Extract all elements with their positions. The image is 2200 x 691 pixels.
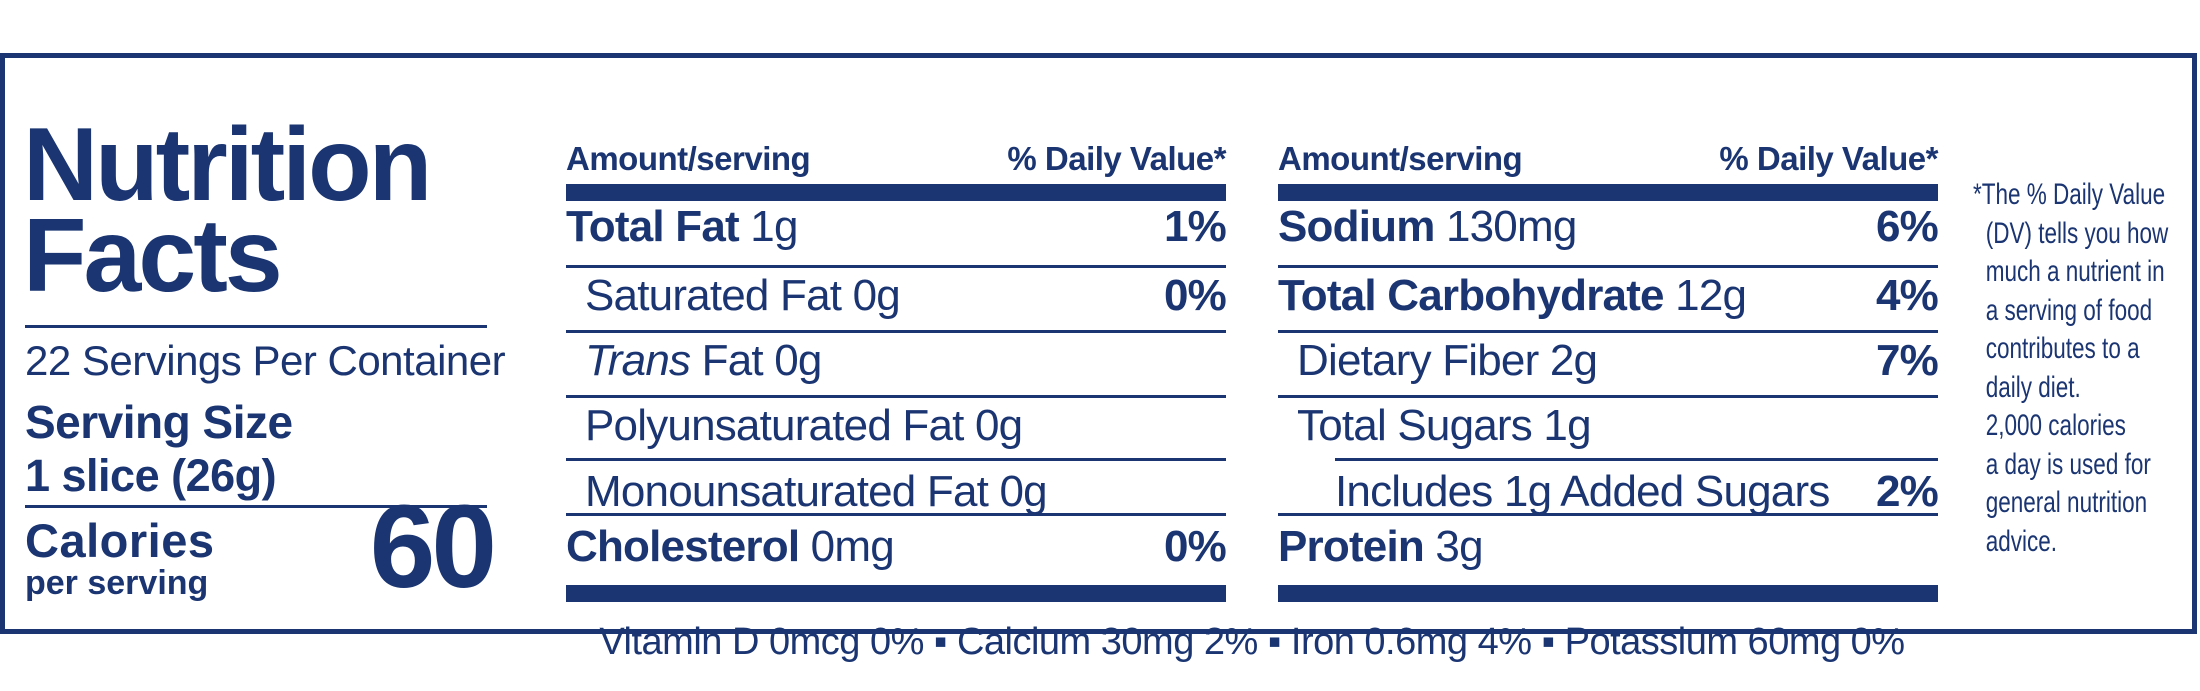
nutrient-name: Total Fat 1g	[566, 202, 798, 251]
nutrient-column-right: Amount/serving % Daily Value* Sodium 130…	[1278, 118, 1939, 691]
divider	[1335, 458, 1938, 461]
label-border-frame: Nutrition Facts 22 Servings Per Containe…	[0, 53, 2197, 663]
nutrient-name: Dietary Fiber 2g	[1297, 336, 1598, 385]
daily-value-header: % Daily Value*	[1719, 140, 1938, 177]
nutrient-row-trans-fat: Trans Fat 0g	[566, 337, 1226, 393]
daily-value-header: % Daily Value*	[1007, 140, 1226, 177]
thick-bar	[566, 585, 1226, 602]
serving-size-label: Serving Size	[25, 396, 293, 448]
nutrient-name: Saturated Fat 0g	[585, 271, 901, 320]
divider	[566, 330, 1226, 333]
nutrient-column-left: Amount/serving % Daily Value* Total Fat …	[566, 118, 1227, 691]
nutrient-row-protein: Protein 3g	[1278, 523, 1938, 579]
nutrient-name: Monounsaturated Fat 0g	[585, 467, 1048, 516]
divider	[566, 265, 1226, 268]
nutrient-name: Sodium 130mg	[1278, 202, 1577, 251]
nutrient-row-total-carbohydrate: Total Carbohydrate 12g 4%	[1278, 271, 1939, 328]
nutrient-name: Trans Fat 0g	[585, 336, 822, 385]
divider	[566, 458, 1226, 461]
nutrient-name: Total Sugars 1g	[1297, 401, 1592, 450]
nutrient-row-monounsaturated-fat: Monounsaturated Fat 0g	[566, 468, 1226, 524]
divider	[25, 505, 487, 508]
nutrient-row-total-sugars: Total Sugars 1g	[1278, 402, 1938, 458]
daily-value-footnote: *The % Daily Value (DV) tells you how mu…	[1973, 178, 2169, 558]
calories-value: 60	[369, 481, 497, 613]
nutrient-name: Total Carbohydrate 12g	[1278, 271, 1747, 320]
nutrient-name: Polyunsaturated Fat 0g	[585, 401, 1023, 450]
nutrient-row-total-fat: Total Fat 1g 1%	[566, 202, 1227, 259]
daily-value: 4%	[1876, 271, 1939, 320]
daily-value: 0%	[1164, 271, 1227, 320]
serving-size-value: 1 slice (26g)	[25, 450, 277, 501]
divider	[25, 325, 487, 328]
amount-per-serving-header: Amount/serving	[1278, 140, 1523, 177]
amount-per-serving-header: Amount/serving	[566, 140, 811, 177]
daily-value: 7%	[1876, 336, 1939, 385]
daily-value: 2%	[1876, 467, 1939, 516]
title-line-2: Facts	[23, 198, 283, 314]
column-header: Amount/serving % Daily Value*	[566, 140, 1226, 178]
nutrient-name: Includes 1g Added Sugars	[1335, 467, 1830, 516]
divider	[1278, 330, 1938, 333]
divider	[1278, 513, 1938, 516]
divider	[566, 395, 1226, 398]
daily-value: 1%	[1164, 202, 1227, 251]
daily-value: 6%	[1876, 202, 1939, 251]
page-title: Nutrition Facts	[23, 107, 432, 314]
thick-bar	[1278, 585, 1938, 602]
nutrient-row-added-sugars: Includes 1g Added Sugars 2%	[1278, 467, 1939, 524]
micronutrients-line: Vitamin D 0mcg 0% ▪ Calcium 30mg 2% ▪ Ir…	[599, 621, 1905, 663]
column-header: Amount/serving % Daily Value*	[1278, 140, 1938, 178]
nutrient-row-sodium: Sodium 130mg 6%	[1278, 202, 1939, 259]
nutrient-row-polyunsaturated-fat: Polyunsaturated Fat 0g	[566, 402, 1226, 458]
nutrient-name: Protein 3g	[1278, 522, 1484, 571]
nutrient-row-dietary-fiber: Dietary Fiber 2g 7%	[1278, 336, 1939, 393]
calories-label: Calories	[25, 514, 215, 567]
daily-value: 0%	[1164, 522, 1227, 571]
nutrient-row-cholesterol: Cholesterol 0mg 0%	[566, 522, 1227, 579]
servings-per-container: 22 Servings Per Container	[25, 337, 506, 384]
nutrient-row-saturated-fat: Saturated Fat 0g 0%	[566, 271, 1227, 328]
calories-sublabel: per serving	[25, 564, 209, 602]
thick-bar	[566, 184, 1226, 201]
nutrient-name: Cholesterol 0mg	[566, 522, 895, 571]
divider	[1278, 265, 1938, 268]
thick-bar	[1278, 184, 1938, 201]
divider	[1278, 395, 1938, 398]
title-line-1: Nutrition	[23, 107, 432, 223]
divider	[566, 513, 1226, 516]
